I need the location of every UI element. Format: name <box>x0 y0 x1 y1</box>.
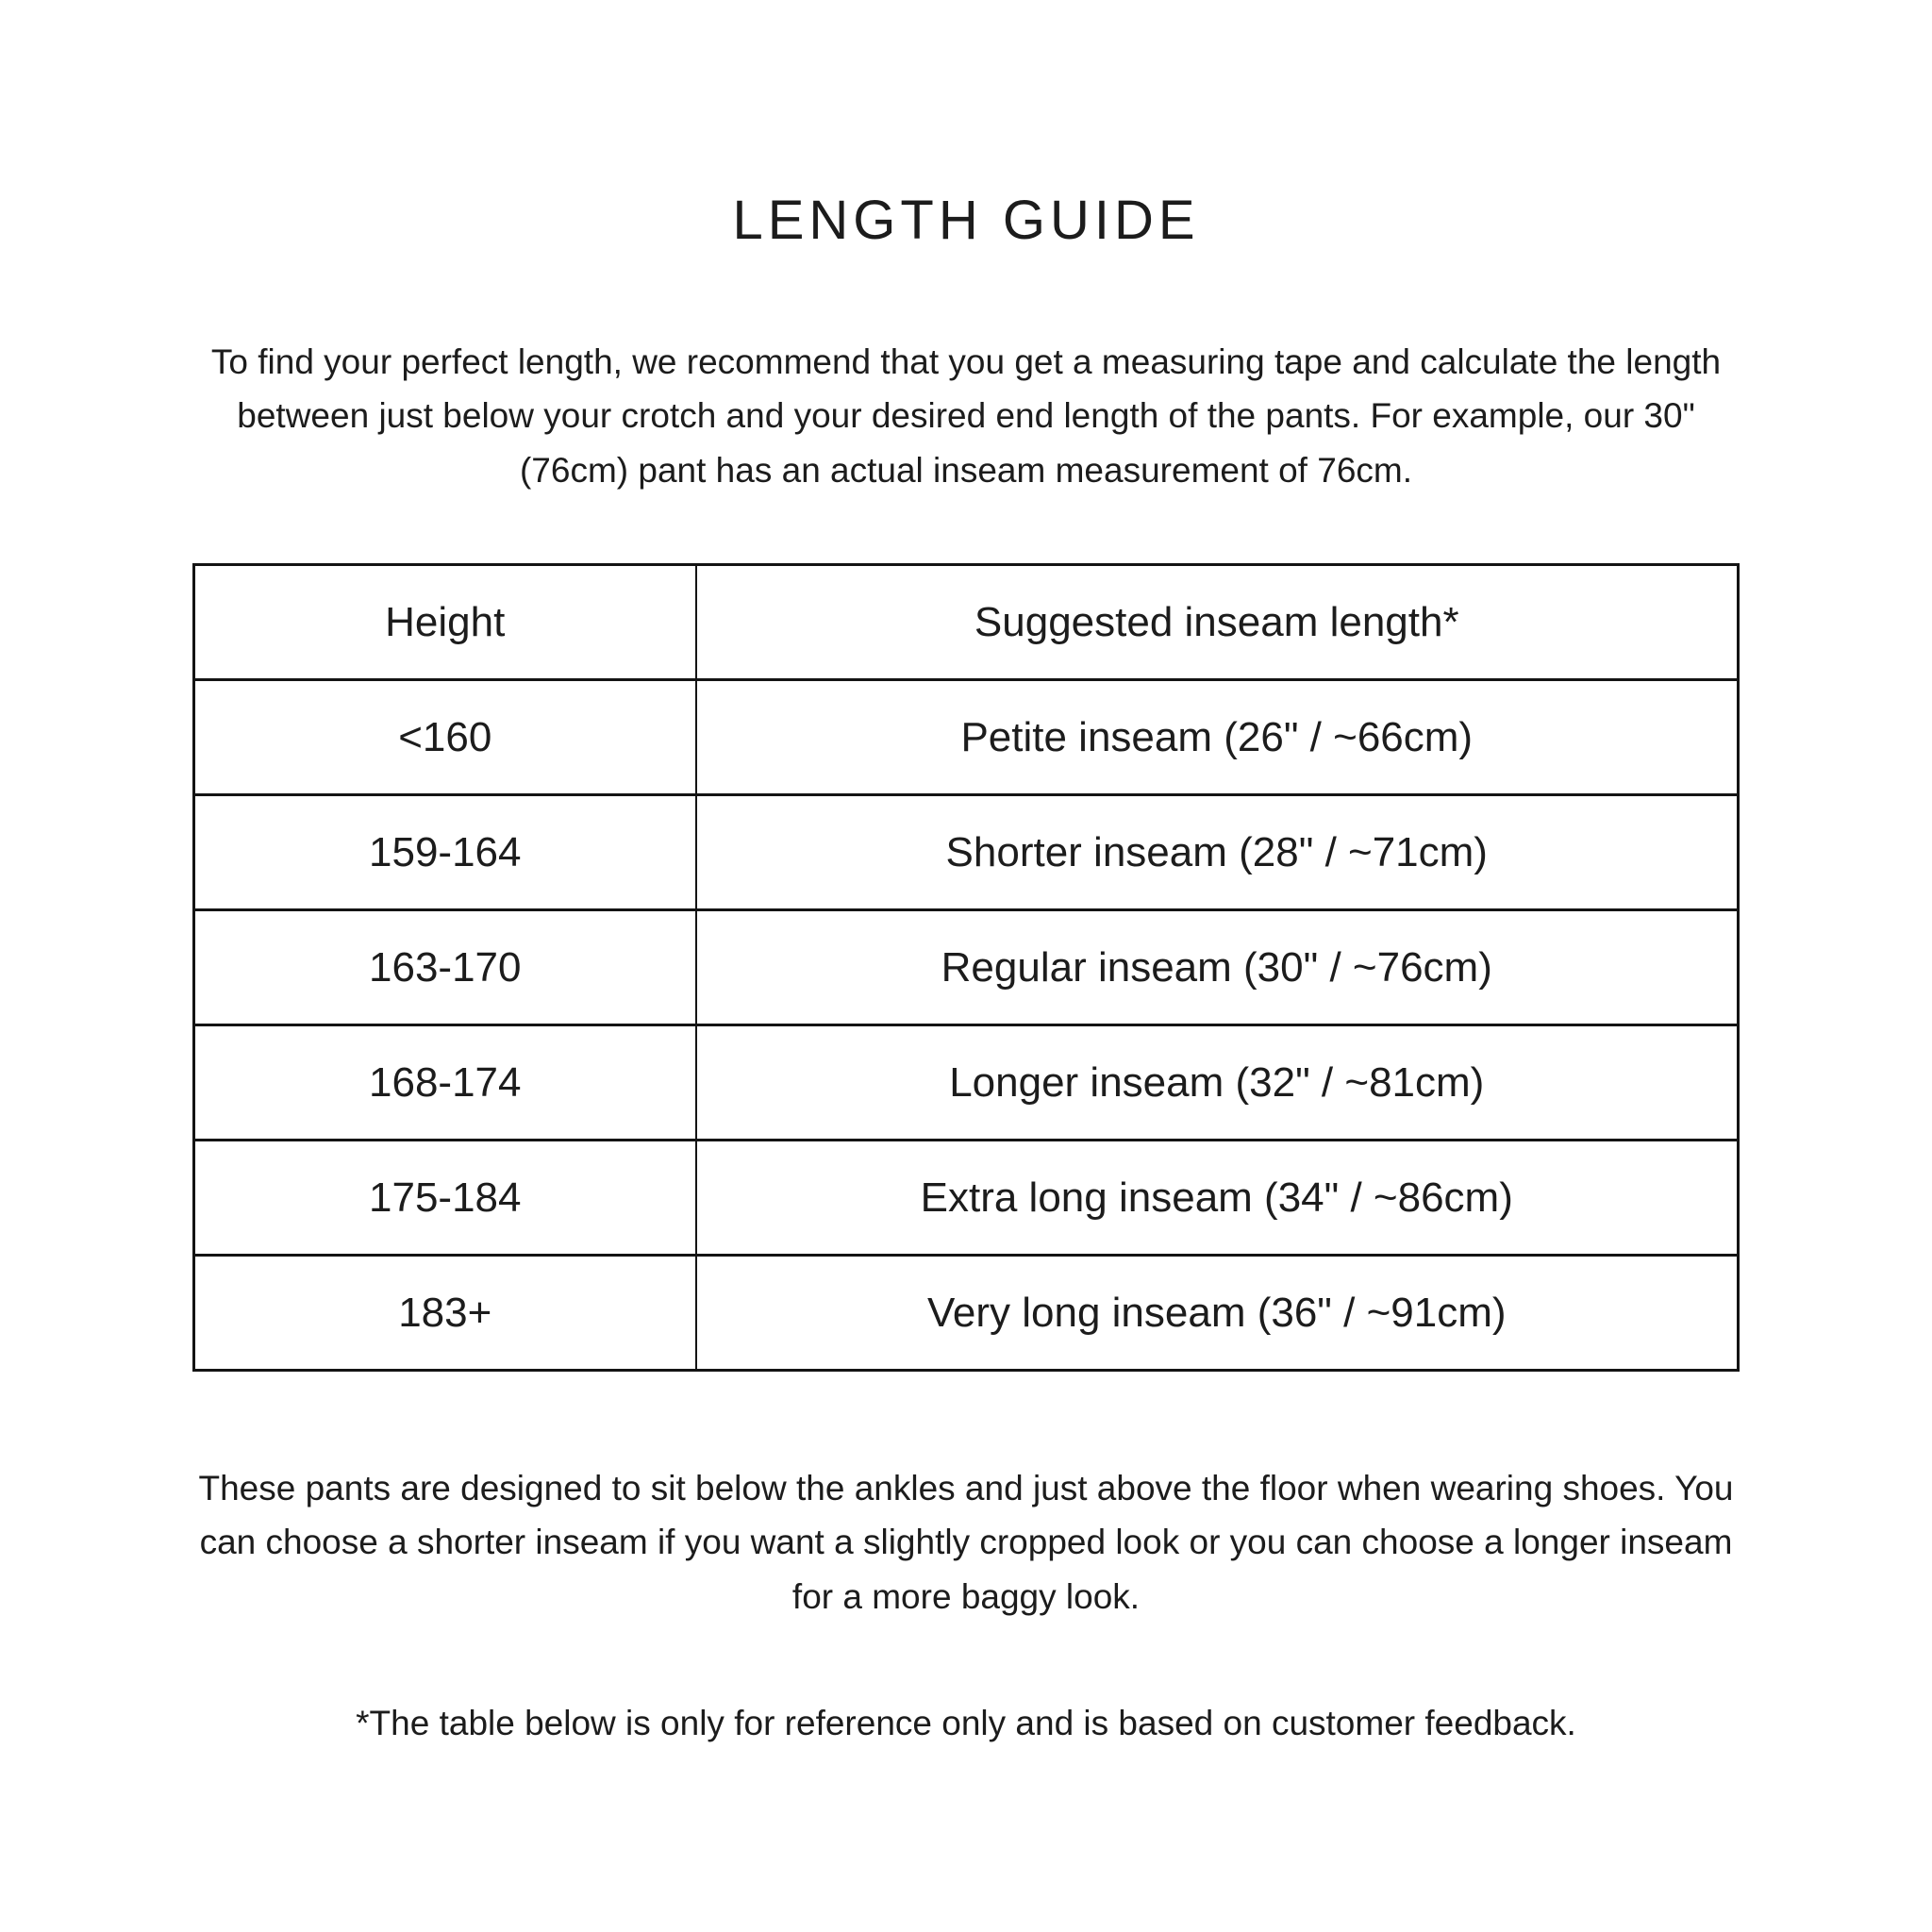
table-row: 163-170 Regular inseam (30" / ~76cm) <box>193 908 1739 1027</box>
inseam-cell: Extra long inseam (34" / ~86cm) <box>695 1139 1739 1257</box>
intro-paragraph: To find your perfect length, we recommen… <box>210 342 1722 490</box>
table-row: 183+ Very long inseam (36" / ~91cm) <box>193 1254 1739 1373</box>
table-row: 159-164 Shorter inseam (28" / ~71cm) <box>193 793 1739 912</box>
inseam-cell: Regular inseam (30" / ~76cm) <box>695 908 1739 1027</box>
header-height: Height <box>193 563 697 682</box>
length-guide-table: Height Suggested inseam length* <160 Pet… <box>192 563 1740 1373</box>
inseam-cell: Petite inseam (26" / ~66cm) <box>695 678 1739 797</box>
height-cell: <160 <box>193 678 697 797</box>
height-cell: 163-170 <box>193 908 697 1027</box>
height-cell: 175-184 <box>193 1139 697 1257</box>
inseam-cell: Shorter inseam (28" / ~71cm) <box>695 793 1739 912</box>
page-title: LENGTH GUIDE <box>732 190 1200 251</box>
table-header-row: Height Suggested inseam length* <box>193 563 1739 682</box>
inseam-cell: Very long inseam (36" / ~91cm) <box>695 1254 1739 1373</box>
inseam-cell: Longer inseam (32" / ~81cm) <box>695 1024 1739 1142</box>
table-row: 168-174 Longer inseam (32" / ~81cm) <box>193 1024 1739 1142</box>
height-cell: 183+ <box>193 1254 697 1373</box>
height-cell: 159-164 <box>193 793 697 912</box>
reference-footnote: *The table below is only for reference o… <box>356 1704 1576 1743</box>
table-row: 175-184 Extra long inseam (34" / ~86cm) <box>193 1139 1739 1257</box>
fit-note-paragraph: These pants are designed to sit below th… <box>198 1469 1734 1616</box>
table-row: <160 Petite inseam (26" / ~66cm) <box>193 678 1739 797</box>
height-cell: 168-174 <box>193 1024 697 1142</box>
header-inseam: Suggested inseam length* <box>695 563 1739 682</box>
